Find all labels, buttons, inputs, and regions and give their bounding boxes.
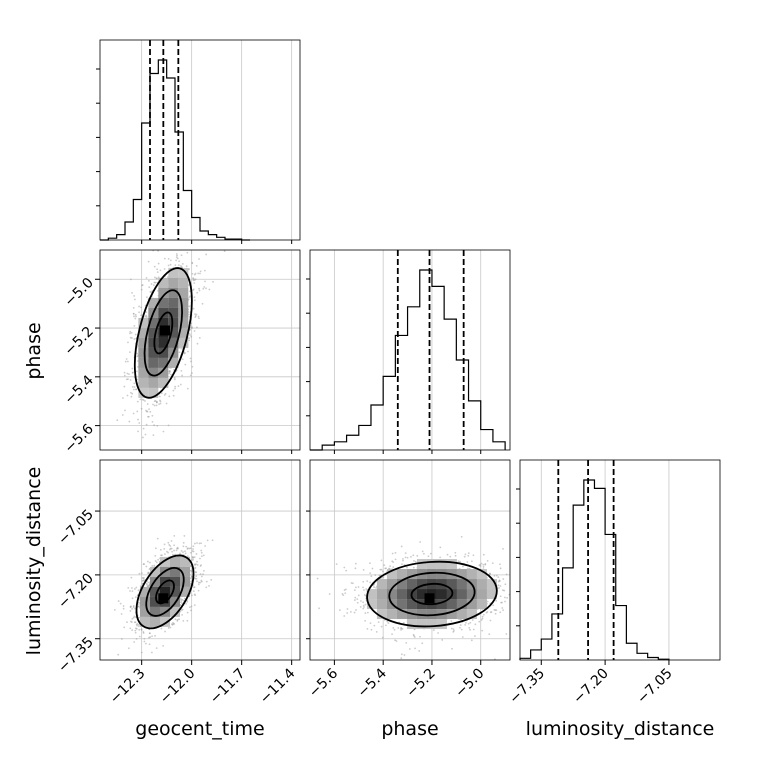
panel-bg-phase_vs_geocent_time <box>100 250 300 450</box>
x-axis-label-geocent-time: geocent_time <box>135 718 264 740</box>
ytick-label-phase-3: −5.0 <box>61 275 96 310</box>
xtick-label-geocent_time-0: −12.3 <box>107 666 149 708</box>
contour-luminosity_distance_vs_phase-2 <box>366 560 498 628</box>
ytick-label-phase-2: −5.2 <box>61 324 96 359</box>
contour-luminosity_distance_vs_phase-0 <box>410 582 454 606</box>
contour-luminosity_distance_vs_geocent_time-2 <box>135 554 195 630</box>
contour-phase_vs_geocent_time-2 <box>133 267 193 399</box>
x-axis-label-luminosity-distance: luminosity_distance <box>526 718 715 740</box>
xtick-label-phase-3: −5.0 <box>452 666 487 701</box>
xtick-label-luminosity_distance-1: −7.20 <box>570 666 612 708</box>
panel-frame-hist-luminosity_distance <box>519 459 721 661</box>
xtick-label-geocent_time-2: −11.7 <box>207 666 249 708</box>
contour-luminosity_distance_vs_phase-1 <box>388 571 476 617</box>
density-peak-phase_vs_geocent_time <box>160 325 170 336</box>
contour-luminosity_distance_vs_geocent_time-0 <box>155 579 175 605</box>
xtick-label-phase-1: −5.4 <box>355 665 390 700</box>
ytick-label-phase-1: −5.4 <box>61 372 96 407</box>
density-peak-luminosity_distance_vs_geocent_time <box>158 593 169 604</box>
contour-phase_vs_geocent_time-1 <box>143 289 183 377</box>
histogram-phase <box>310 269 506 451</box>
corner-panels: −12.3 −12.0 −11.7 −11.4 −5.6 −5.4 −5.2 −5.0 −7.3… <box>55 39 721 708</box>
density-peak-luminosity_distance_vs_phase <box>424 593 435 604</box>
y-axis-label-luminosity-distance: luminosity_distance <box>23 467 45 656</box>
panel-frame-hist-phase <box>309 249 511 451</box>
panel-content-phase_vs_geocent_time <box>116 250 226 439</box>
xtick-label-geocent_time-3: −11.4 <box>257 665 299 707</box>
histogram-luminosity_distance <box>519 479 670 660</box>
panel-content-luminosity_distance_vs_geocent_time <box>113 534 214 656</box>
xtick-label-luminosity_distance-0: −7.35 <box>506 666 548 708</box>
contour-luminosity_distance_vs_geocent_time-1 <box>145 567 185 617</box>
panel-frame-hist-geocent_time <box>99 39 301 241</box>
panel-content-luminosity_distance_vs_phase <box>316 535 510 660</box>
contour-phase_vs_geocent_time-0 <box>153 311 174 355</box>
ytick-label-phase-0: −5.6 <box>61 421 96 456</box>
panel-bg-hist-phase <box>310 250 510 450</box>
histogram-geocent_time <box>100 59 250 241</box>
xtick-label-phase-2: −5.2 <box>403 666 438 701</box>
xtick-label-geocent_time-1: −12.0 <box>157 666 199 708</box>
xtick-label-luminosity_distance-2: −7.05 <box>634 666 676 708</box>
grid-phase_vs_geocent_time <box>100 250 300 450</box>
panel-frame-phase_vs_geocent_time <box>99 249 301 451</box>
panel-frame-luminosity_distance_vs_geocent_time <box>99 459 301 661</box>
x-axis-label-phase: phase <box>381 718 438 740</box>
panel-frame-luminosity_distance_vs_phase <box>309 459 511 661</box>
ytick-label-luminosity_distance-0: −7.35 <box>55 634 97 676</box>
ytick-label-luminosity_distance-2: −7.05 <box>55 507 97 549</box>
ytick-label-luminosity_distance-1: −7.20 <box>55 570 97 612</box>
panel-bg-hist-luminosity_distance <box>520 460 720 660</box>
panel-bg-luminosity_distance_vs_phase <box>310 460 510 660</box>
y-axis-label-phase: phase <box>23 322 45 379</box>
panel-bg-luminosity_distance_vs_geocent_time <box>100 460 300 660</box>
panel-bg-hist-geocent_time <box>100 40 300 240</box>
xtick-label-phase-0: −5.6 <box>306 665 341 700</box>
